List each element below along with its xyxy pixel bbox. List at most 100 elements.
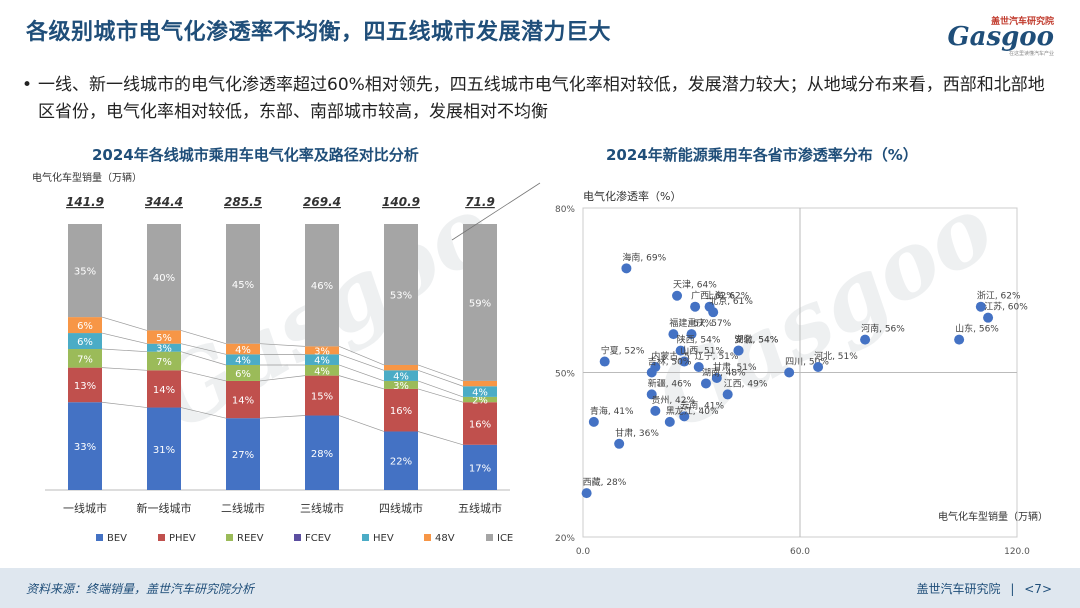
bar-data-label: 31% bbox=[153, 445, 175, 456]
scatter-point-label: 江苏, 60% bbox=[984, 301, 1028, 313]
scatter-point-label: 福建, 57% bbox=[669, 317, 713, 329]
scatter-point bbox=[621, 263, 632, 274]
footer-brand: 盖世汽车研究院 bbox=[916, 582, 1001, 596]
scatter-chart-title: 2024年新能源乘用车各省市渗透率分布（%） bbox=[606, 146, 918, 164]
bar-connector-line bbox=[180, 407, 227, 419]
bar-data-label: 13% bbox=[74, 381, 96, 392]
legend-label: REEV bbox=[237, 533, 264, 544]
scatter-point-label: 青海, 41% bbox=[590, 405, 634, 417]
scatter-point-label: 广西, 62% bbox=[691, 290, 735, 302]
bar-category-label: 新一线城市 bbox=[137, 501, 192, 515]
bar-category-label: 五线城市 bbox=[458, 501, 502, 515]
scatter-point-label: 甘肃, 51% bbox=[713, 361, 757, 373]
bar-data-label: 14% bbox=[232, 396, 254, 407]
bar-connector-line bbox=[101, 332, 148, 345]
bar-segment-bev bbox=[68, 402, 102, 490]
bar-connector-line bbox=[101, 316, 148, 331]
scatter-point bbox=[733, 345, 744, 356]
scatter-x-axis-label: 电气化车型销量（万辆） bbox=[938, 510, 1048, 523]
bar-segment-phev bbox=[147, 370, 181, 408]
bar-connector-line bbox=[101, 401, 148, 408]
bar-total-label: 269.4 bbox=[303, 195, 341, 209]
scatter-point-label: 山东, 56% bbox=[955, 323, 999, 335]
bar-segment-48v bbox=[68, 317, 102, 334]
legend-label: PHEV bbox=[169, 533, 196, 544]
bar-segment-phev bbox=[226, 380, 260, 419]
bar-data-label: 6% bbox=[77, 337, 93, 348]
bar-connector-line bbox=[101, 367, 148, 371]
scatter-point-label: 上海, 62% bbox=[706, 290, 750, 302]
scatter-point-label: 湖北, 54% bbox=[735, 335, 779, 346]
bar-segment-hev bbox=[226, 354, 260, 365]
pointer-line bbox=[451, 182, 541, 241]
summary-text: 一线、新一线城市的电气化渗透率超过60%相对领先，四五线城市电气化率相对较低，发… bbox=[38, 75, 1045, 122]
scatter-point bbox=[975, 301, 986, 312]
bar-data-label: 59% bbox=[469, 298, 491, 309]
scatter-point bbox=[664, 416, 675, 427]
bar-segment-bev bbox=[463, 444, 497, 490]
bar-data-label: 4% bbox=[393, 372, 409, 383]
scatter-point-label: 重庆, 57% bbox=[688, 317, 732, 329]
bar-segment-ice bbox=[463, 224, 497, 381]
scatter-y-tick: 80% bbox=[555, 205, 575, 215]
scatter-point bbox=[686, 329, 697, 340]
bar-category-label: 一线城市 bbox=[63, 501, 107, 515]
bar-category-label: 四线城市 bbox=[379, 501, 423, 515]
bar-y-axis-label: 电气化车型销量（万辆） bbox=[32, 171, 142, 184]
scatter-point-label: 山西, 51% bbox=[680, 346, 724, 357]
bar-data-label: 7% bbox=[77, 354, 93, 365]
scatter-point-label: 甘肃, 36% bbox=[615, 427, 659, 439]
legend-label: ICE bbox=[497, 533, 513, 544]
scatter-point bbox=[588, 416, 599, 427]
bar-data-label: 17% bbox=[469, 463, 491, 474]
bar-segment-hev bbox=[68, 333, 102, 350]
bar-connector-line bbox=[180, 351, 227, 366]
legend-swatch-hev bbox=[362, 534, 369, 541]
scatter-point-label: 四川, 50% bbox=[785, 358, 829, 368]
bar-segment-ice bbox=[305, 224, 339, 347]
scatter-point-label: 新疆, 46% bbox=[648, 377, 692, 389]
bar-data-label: 27% bbox=[232, 450, 254, 461]
summary-bullet: • 一线、新一线城市的电气化渗透率超过60%相对领先，四五线城市电气化率相对较低… bbox=[22, 72, 1048, 126]
bar-connector-line bbox=[338, 364, 385, 382]
bar-segment-bev bbox=[226, 418, 260, 490]
scatter-point-label: 河南, 56% bbox=[861, 323, 905, 335]
bar-data-label: 16% bbox=[469, 420, 491, 431]
logo-sub: 在这里读懂汽车产业 bbox=[1008, 51, 1054, 57]
bar-segment-hev bbox=[305, 354, 339, 365]
bar-total-label: 71.9 bbox=[465, 195, 495, 209]
bar-connector-line bbox=[417, 380, 464, 398]
bar-data-label: 6% bbox=[235, 369, 251, 380]
scatter-point bbox=[983, 312, 994, 323]
legend-swatch-ice bbox=[486, 534, 493, 541]
bar-data-label: 6% bbox=[77, 321, 93, 332]
legend-swatch-fcev bbox=[294, 534, 301, 541]
bar-segment-reev bbox=[147, 351, 181, 371]
bar-segment-reev bbox=[226, 364, 260, 381]
bar-data-label: 4% bbox=[472, 388, 488, 399]
bar-data-label: 3% bbox=[156, 344, 172, 355]
bar-data-label: 2% bbox=[472, 396, 488, 407]
footer-page-info: 盖世汽车研究院 | <7> bbox=[916, 582, 1052, 596]
scatter-point-label: 吉林, 50% bbox=[648, 356, 692, 368]
bar-segment-48v bbox=[463, 380, 497, 387]
bar-data-label: 3% bbox=[314, 346, 330, 357]
scatter-point bbox=[650, 405, 661, 416]
scatter-point-label: 西藏, 28% bbox=[583, 476, 627, 488]
scatter-x-tick: 60.0 bbox=[790, 547, 810, 557]
legend-label: FCEV bbox=[305, 533, 331, 544]
bar-category-label: 三线城市 bbox=[300, 501, 344, 515]
scatter-y-tick: 50% bbox=[555, 370, 575, 380]
scatter-x-tick: 0.0 bbox=[576, 547, 591, 557]
bar-segment-reev bbox=[68, 349, 102, 368]
bar-connector-line bbox=[338, 346, 385, 366]
bar-data-label: 33% bbox=[74, 442, 96, 453]
bar-total-label: 344.4 bbox=[145, 195, 183, 209]
bar-category-label: 二线城市 bbox=[221, 501, 265, 515]
bar-data-label: 45% bbox=[232, 280, 254, 291]
scatter-point bbox=[711, 372, 722, 383]
bar-segment-48v bbox=[226, 343, 260, 355]
bar-segment-reev bbox=[463, 396, 497, 403]
scatter-point bbox=[614, 438, 625, 449]
scatter-point bbox=[690, 301, 701, 312]
